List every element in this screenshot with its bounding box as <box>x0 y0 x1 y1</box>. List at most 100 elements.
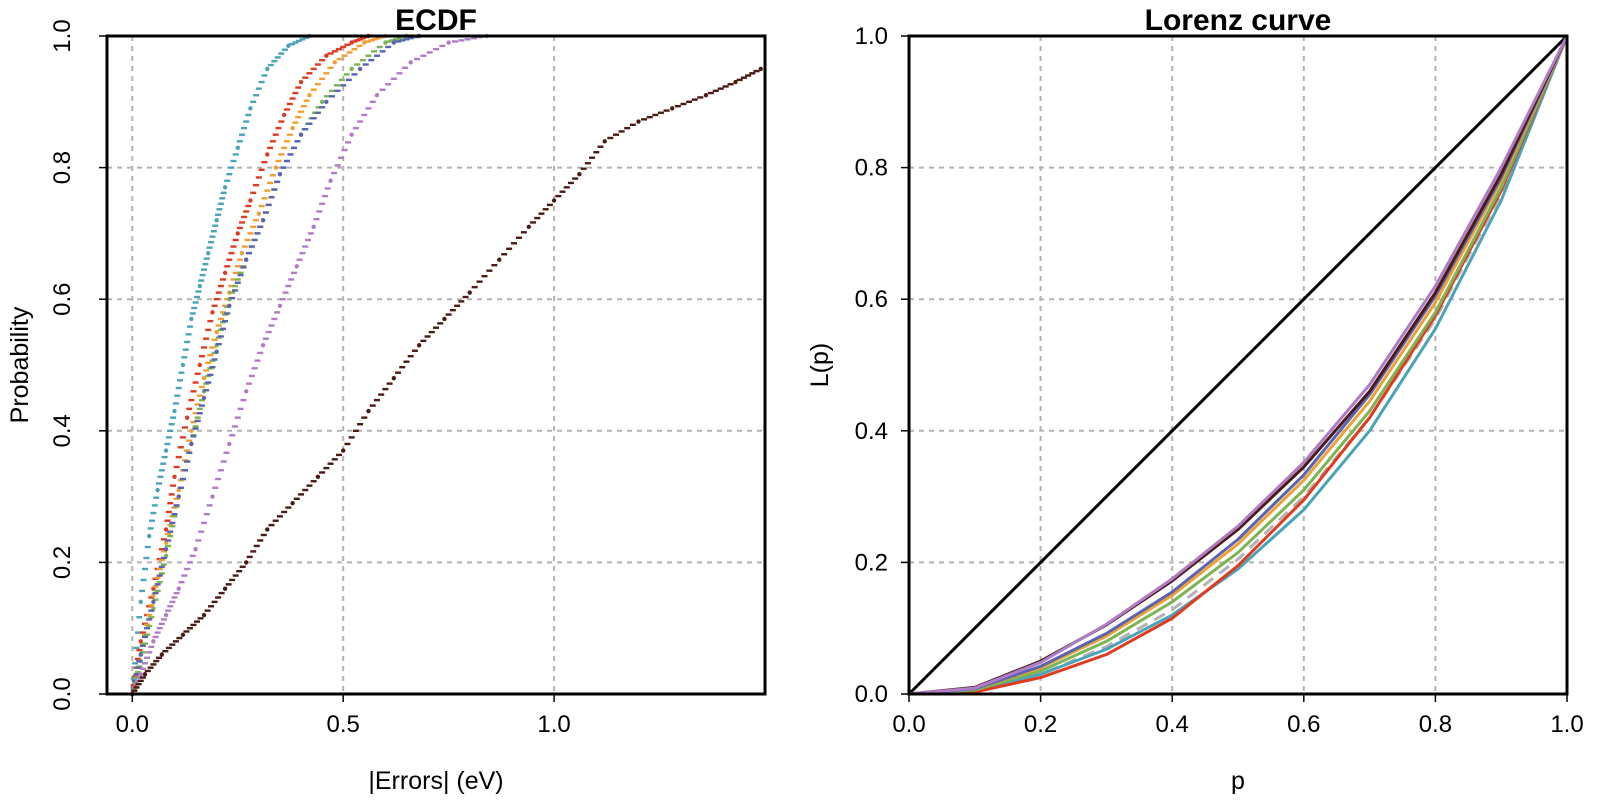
ecdf-step-mark <box>244 238 251 242</box>
ecdf-step-mark <box>269 140 276 143</box>
ecdf-step-mark <box>407 355 414 358</box>
ecdf-step-mark <box>357 120 364 123</box>
ecdf-step-mark <box>198 398 205 402</box>
ecdf-step-mark <box>250 225 257 229</box>
ecdf-series-4 <box>130 33 422 697</box>
ecdf-step-mark <box>612 133 619 136</box>
ecdf-step-mark <box>584 162 591 165</box>
ecdf-step-mark <box>403 360 410 363</box>
ecdf-step-mark <box>165 539 172 542</box>
ecdf-step-mark <box>629 123 636 127</box>
ecdf-step-mark <box>215 596 222 599</box>
ecdf-step-mark <box>230 159 237 163</box>
ecdf-point <box>273 165 278 170</box>
ecdf-step-mark <box>248 245 255 248</box>
ecdf-step-mark <box>334 89 341 93</box>
ecdf-step-mark <box>192 381 199 384</box>
ecdf-step-mark <box>269 174 276 177</box>
ecdf-step-mark <box>399 365 406 369</box>
ecdf-step-mark <box>289 97 296 100</box>
ecdf-step-mark <box>717 87 724 90</box>
ecdf-step-mark <box>327 52 334 55</box>
ecdf-step-mark <box>310 480 317 483</box>
ecdf-step-mark <box>226 172 233 176</box>
ecdf-series-0 <box>130 33 312 697</box>
ecdf-step-mark <box>234 416 241 419</box>
ecdf-step-mark <box>184 567 191 571</box>
ecdf-step-mark <box>437 322 444 325</box>
ecdf-step-mark <box>315 106 322 109</box>
ecdf-step-mark <box>205 328 212 332</box>
ecdf-step-mark <box>753 69 760 73</box>
ecdf-step-mark <box>327 462 334 465</box>
ecdf-step-mark <box>319 471 326 474</box>
ecdf-step-mark <box>426 51 433 54</box>
ecdf-step-mark <box>572 177 579 180</box>
ecdf-point <box>391 375 397 381</box>
ecdf-step-mark <box>331 171 338 175</box>
ecdf-step-mark <box>243 210 250 213</box>
ecdf-series-6 <box>130 66 763 697</box>
ecdf-step-mark <box>515 236 522 239</box>
ecdf-step-mark <box>169 521 176 525</box>
ecdf-point <box>703 93 709 98</box>
ecdf-step-mark <box>261 160 268 164</box>
ecdf-step-mark <box>321 194 328 198</box>
ecdf-step-mark <box>194 372 201 375</box>
ecdf-step-mark <box>253 183 260 187</box>
ecdf-step-mark <box>265 330 272 334</box>
ecdf-step-mark <box>226 258 233 261</box>
ecdf-step-mark <box>371 38 378 41</box>
ecdf-step-mark <box>134 666 141 669</box>
ecdf-step-mark <box>229 291 236 294</box>
ecdf-step-mark <box>250 100 257 103</box>
ecdf-step-mark <box>184 340 191 344</box>
ecdf-step-mark <box>542 208 549 211</box>
ecdf-step-mark <box>389 39 396 42</box>
ecdf-step-mark <box>167 605 174 608</box>
ecdf-step-mark <box>219 278 226 281</box>
ecdf-step-mark <box>258 80 265 84</box>
ecdf-step-mark <box>589 156 596 159</box>
ecdf-point <box>243 257 249 262</box>
ecdf-step-mark <box>174 394 181 397</box>
ecdf-step-mark <box>346 51 353 54</box>
ecdf-step-mark <box>186 407 193 411</box>
ecdf-step-mark <box>451 40 458 43</box>
ecdf-step-mark <box>182 469 189 472</box>
ecdf-step-mark <box>303 99 310 102</box>
ecdf-step-mark <box>156 580 163 584</box>
ecdf-step-mark <box>368 39 375 42</box>
ecdf-point <box>324 99 329 105</box>
ecdf-step-mark <box>164 519 171 522</box>
ecdf-step-mark <box>137 679 144 683</box>
ecdf-step-mark <box>491 264 498 267</box>
ecdf-step-mark <box>133 646 140 650</box>
ecdf-step-mark <box>373 398 380 402</box>
ecdf-point <box>210 310 215 315</box>
ecdf-step-mark <box>373 54 380 57</box>
lorenz-x-tick-label: 0.0 <box>892 711 925 738</box>
ecdf-step-mark <box>245 113 252 117</box>
ecdf-x-tick-label: 0.0 <box>116 711 149 738</box>
ecdf-point <box>189 428 194 433</box>
ecdf-step-mark <box>341 148 348 152</box>
ecdf-step-mark <box>476 280 483 283</box>
ecdf-step-mark <box>146 624 153 628</box>
ecdf-step-mark <box>207 319 214 323</box>
ecdf-step-mark <box>285 506 292 509</box>
ecdf-step-mark <box>290 271 297 275</box>
ecdf-step-mark <box>153 496 160 499</box>
ecdf-step-mark <box>298 493 305 496</box>
ecdf-step-mark <box>152 635 159 639</box>
ecdf-step-mark <box>385 83 392 86</box>
ecdf-step-mark <box>335 47 342 51</box>
ecdf-step-mark <box>267 181 274 185</box>
ecdf-step-mark <box>352 126 359 130</box>
ecdf-step-mark <box>136 616 143 619</box>
ecdf-step-mark <box>238 221 245 224</box>
ecdf-step-mark <box>530 221 537 224</box>
ecdf-step-mark <box>319 58 326 62</box>
ecdf-step-mark <box>224 265 231 268</box>
ecdf-step-mark <box>272 133 279 136</box>
